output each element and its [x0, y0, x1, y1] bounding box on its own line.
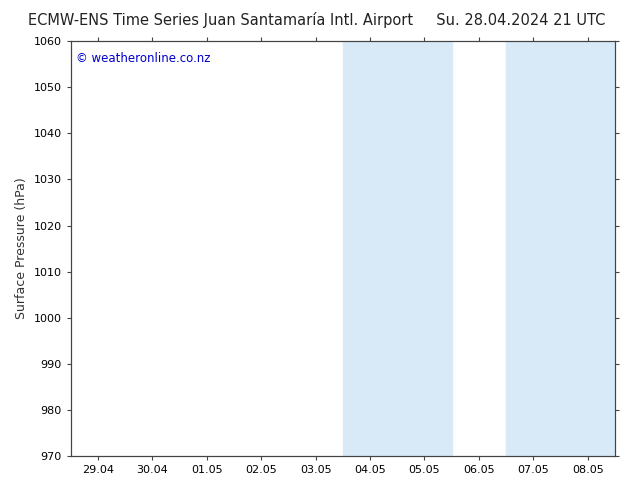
Y-axis label: Surface Pressure (hPa): Surface Pressure (hPa)	[15, 178, 28, 319]
Bar	[397, 41, 451, 456]
Bar	[506, 41, 560, 456]
Bar	[343, 41, 397, 456]
Text: ECMW-ENS Time Series Juan Santamaría Intl. Airport     Su. 28.04.2024 21 UTC: ECMW-ENS Time Series Juan Santamaría Int…	[29, 12, 605, 28]
Text: © weatheronline.co.nz: © weatheronline.co.nz	[76, 51, 210, 65]
Bar	[560, 41, 615, 456]
